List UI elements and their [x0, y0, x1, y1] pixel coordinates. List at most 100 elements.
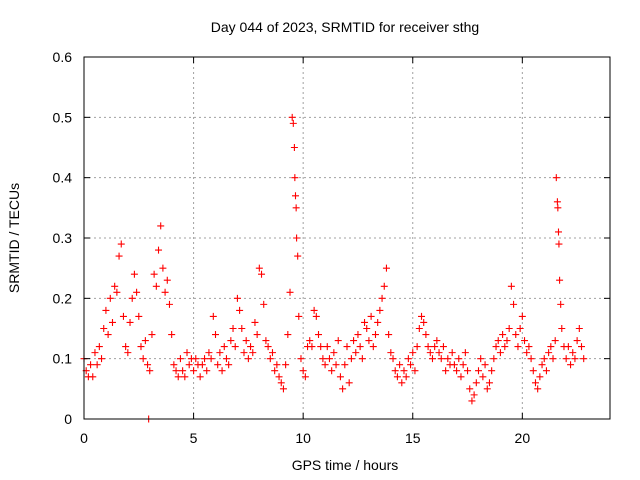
data-point [284, 331, 292, 339]
data-point [367, 312, 375, 320]
data-point [233, 294, 241, 302]
data-point [350, 337, 358, 345]
data-point [292, 204, 300, 212]
data-point [374, 318, 382, 326]
data-point [553, 198, 561, 206]
data-point [439, 343, 447, 351]
data-point [174, 373, 182, 381]
data-point [562, 355, 570, 363]
data-point [289, 119, 297, 127]
data-point [264, 343, 272, 351]
x-tick-label: 0 [80, 430, 88, 446]
data-point [236, 306, 244, 314]
data-point [343, 343, 351, 351]
data-point [531, 379, 539, 387]
data-point [104, 331, 112, 339]
data-point [488, 367, 496, 375]
x-axis-title: GPS time / hours [292, 457, 399, 473]
y-tick-label: 0.5 [53, 109, 73, 125]
data-point [172, 367, 180, 375]
data-point [578, 343, 586, 351]
data-point [516, 325, 524, 332]
data-point [470, 391, 478, 399]
data-point [358, 355, 366, 363]
data-point [404, 355, 412, 363]
data-point [437, 355, 445, 363]
data-point [400, 367, 408, 375]
data-point [352, 349, 360, 357]
y-axis-title: SRMTID / TECUs [6, 183, 22, 293]
data-point [89, 373, 97, 381]
data-point [183, 349, 191, 357]
data-point [485, 379, 493, 387]
data-point [371, 331, 379, 339]
data-point [87, 361, 95, 369]
data-point [207, 355, 215, 363]
data-point [415, 325, 423, 332]
data-point [192, 355, 200, 363]
data-point [179, 367, 187, 375]
x-tick-label: 15 [405, 430, 421, 446]
data-point [271, 367, 279, 375]
data-point [220, 343, 228, 351]
data-point [137, 343, 145, 351]
data-point [481, 361, 489, 369]
data-point [472, 379, 480, 387]
data-point [308, 343, 316, 351]
data-point [279, 385, 287, 393]
data-point [538, 361, 546, 369]
data-point [111, 282, 119, 290]
data-point [433, 337, 441, 345]
data-point [435, 349, 443, 357]
data-point [334, 337, 342, 345]
data-point [139, 355, 147, 363]
data-point [286, 288, 294, 296]
data-point [294, 252, 302, 260]
data-point [365, 337, 373, 345]
data-point [258, 270, 266, 278]
data-point [106, 294, 114, 302]
data-point [218, 367, 226, 375]
data-point [126, 318, 134, 326]
data-point [196, 373, 204, 381]
data-point [356, 343, 364, 351]
data-point [461, 349, 469, 357]
data-point [547, 343, 555, 351]
data-point [330, 349, 338, 357]
data-point [238, 325, 246, 332]
data-point [321, 361, 329, 369]
data-point [545, 349, 553, 357]
data-point [117, 240, 125, 248]
data-point [567, 361, 575, 369]
data-point [376, 306, 384, 314]
data-point [418, 312, 426, 320]
data-point [176, 355, 184, 363]
data-point [124, 349, 132, 357]
data-point [494, 337, 502, 345]
y-tick-label: 0.4 [53, 170, 73, 186]
data-point [290, 144, 298, 151]
data-point [295, 312, 303, 320]
data-point [389, 355, 397, 363]
data-point [144, 361, 152, 369]
data-point [475, 367, 482, 375]
data-point [422, 331, 430, 339]
data-point [571, 355, 579, 363]
data-point [468, 397, 476, 405]
chart-title: Day 044 of 2023, SRMTID for receiver sth… [211, 19, 479, 35]
data-point [380, 282, 388, 290]
data-point [133, 288, 141, 296]
data-point [128, 294, 136, 302]
data-point [332, 361, 340, 369]
data-point [549, 355, 557, 363]
data-point [540, 355, 548, 363]
data-point [310, 306, 318, 314]
data-point [492, 343, 500, 351]
data-point [293, 234, 301, 242]
data-point [455, 355, 463, 363]
data-point [450, 361, 458, 369]
data-point [275, 373, 283, 381]
data-point [231, 343, 239, 351]
data-point [249, 349, 257, 357]
